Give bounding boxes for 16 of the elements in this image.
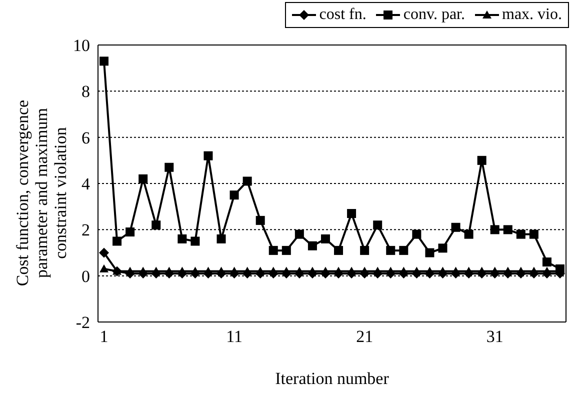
y-tick-label: 6 [82, 128, 90, 148]
legend-label: max. vio. [502, 6, 562, 24]
x-axis-title: Iteration number [275, 369, 390, 388]
y-axis-title: Cost function, convergence parameter and maximum constraint violation [13, 100, 70, 286]
x-tick-label: 31 [486, 327, 504, 346]
y-tick-label: 0 [82, 266, 90, 286]
y-tick-label: 2 [82, 220, 90, 240]
x-tick-label: 11 [226, 327, 242, 346]
y-tick-label: 10 [73, 36, 90, 56]
x-tick-label: 1 [100, 327, 108, 346]
y-tick-label: 4 [82, 174, 90, 194]
legend-label: conv. par. [403, 6, 465, 24]
legend-label: cost fn. [319, 6, 366, 24]
y-tick-label: -2 [76, 313, 90, 332]
x-tick-label: 21 [356, 327, 374, 346]
y-tick-label: 8 [82, 82, 90, 102]
